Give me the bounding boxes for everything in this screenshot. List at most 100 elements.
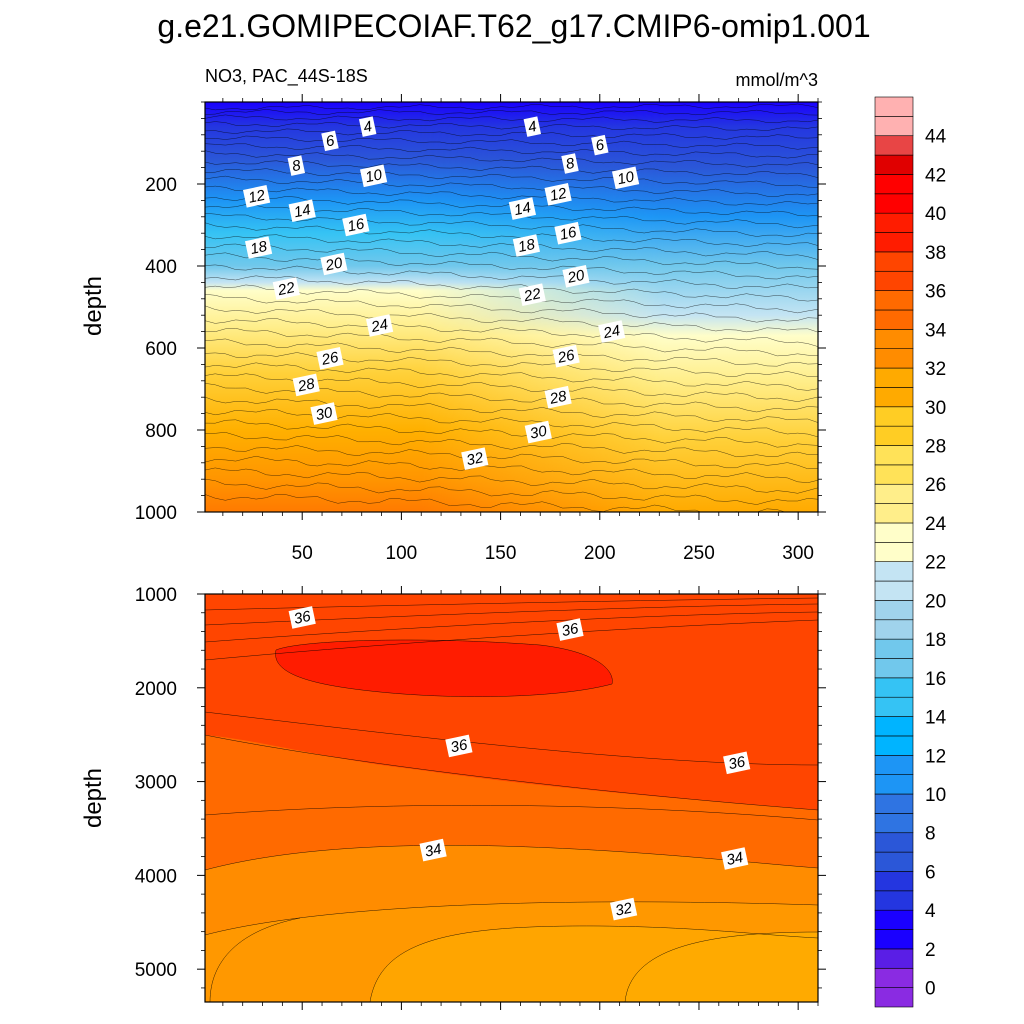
contour-label: 14 — [508, 197, 537, 220]
colorbar-swatch — [874, 851, 914, 872]
lower-contour-line — [205, 805, 818, 821]
contour-label-box — [562, 265, 590, 288]
contour-label: 16 — [342, 213, 370, 237]
contour-label-box — [287, 155, 306, 176]
colorbar-tick-label: 42 — [925, 165, 946, 186]
contour-label-box — [316, 347, 344, 370]
contour-label-text: 14 — [513, 199, 533, 219]
contour-label: 12 — [242, 185, 271, 208]
upper-contour-line — [205, 409, 818, 438]
contour-label-text: 36 — [449, 736, 469, 756]
contour-label: 30 — [310, 402, 338, 425]
contour-label: 22 — [518, 283, 546, 306]
contour-label: 28 — [544, 385, 572, 409]
y-tick-label: 2000 — [135, 679, 177, 700]
contour-label: 18 — [244, 236, 273, 259]
contour-label: 34 — [721, 847, 749, 870]
contour-label-text: 30 — [528, 422, 548, 442]
contour-label: 6 — [591, 134, 609, 156]
colorbar-swatch — [874, 522, 914, 543]
upper-frame — [204, 101, 819, 513]
upper-contour-line — [205, 352, 818, 377]
contour-label: 36 — [445, 734, 473, 758]
contour-label-text: 20 — [565, 267, 586, 287]
upper-contour-line — [205, 467, 818, 494]
x-tick-label: 250 — [683, 543, 715, 564]
colorbar: 0246810121416182022242628303234363840424… — [874, 96, 947, 1008]
upper-contour-line — [205, 328, 818, 357]
contour-label: 16 — [554, 221, 582, 245]
colorbar-swatch — [874, 754, 914, 775]
upper-contour-line — [205, 234, 818, 260]
contour-label: 8 — [287, 155, 306, 176]
colorbar-tick-label: 20 — [925, 591, 946, 612]
contour-label-text: 12 — [247, 187, 267, 207]
contour-label: 8 — [561, 153, 579, 174]
chart-title: g.e21.GOMIPECOIAF.T62_g17.CMIP6-omip1.00… — [157, 8, 870, 44]
upper-contour-line — [205, 222, 818, 247]
y-tick-label: 3000 — [135, 773, 177, 794]
contour-label-box — [320, 252, 348, 276]
y-tick-label: 200 — [145, 175, 177, 196]
colorbar-swatch — [874, 619, 914, 640]
contour-label: 26 — [552, 344, 580, 368]
colorbar-swatch — [874, 832, 914, 853]
y-tick-label: 1000 — [135, 585, 177, 606]
lower-band-38 — [275, 639, 613, 697]
colorbar-swatch — [874, 967, 914, 988]
colorbar-swatch — [874, 464, 914, 485]
colorbar-swatch — [874, 232, 914, 253]
upper-contour-line — [205, 160, 818, 178]
upper-contour-line — [205, 445, 818, 470]
lower-contour-lines — [205, 597, 818, 1002]
upper-contour-line — [205, 168, 818, 188]
contour-label-text: 34 — [725, 849, 745, 869]
contour-label-box — [321, 130, 339, 152]
contour-label-text: 12 — [548, 185, 568, 205]
colorbar-tick-label: 6 — [925, 863, 936, 884]
contour-label-box — [292, 373, 320, 397]
colorbar-swatch — [874, 813, 914, 834]
colorbar-tick-label: 34 — [925, 320, 947, 341]
lower-contour-line — [205, 619, 818, 661]
contour-label-text: 24 — [601, 322, 622, 342]
colorbar-tick-label: 40 — [925, 204, 946, 225]
contour-label-text: 4 — [527, 118, 539, 136]
upper-contour-line — [205, 185, 818, 206]
y-tick-label: 800 — [145, 421, 177, 442]
contour-label-text: 36 — [560, 620, 580, 640]
x-tick-label: 200 — [584, 543, 616, 564]
colorbar-tick-label: 44 — [925, 127, 947, 148]
colorbar-swatch — [874, 96, 914, 117]
colorbar-tick-label: 28 — [925, 437, 946, 458]
colorbar-swatch — [874, 174, 914, 195]
contour-label-box — [561, 153, 579, 174]
contour-label-box — [556, 618, 584, 641]
colorbar-swatch — [874, 542, 914, 562]
contour-label: 32 — [461, 447, 489, 470]
upper-contour-line — [205, 103, 818, 111]
y-tick-label: 600 — [145, 339, 177, 360]
contour-label-box — [358, 116, 377, 137]
colorbar-swatch — [874, 348, 914, 369]
contour-label: 32 — [609, 897, 638, 921]
contour-label-box — [310, 402, 338, 425]
upper-contour-line — [205, 114, 818, 124]
upper-contour-line — [205, 419, 818, 448]
contour-label-text: 18 — [249, 238, 269, 258]
contour-label-box — [288, 606, 316, 629]
contour-label: 18 — [512, 234, 541, 257]
upper-contour-line — [205, 284, 818, 314]
colorbar-tick-label: 14 — [925, 708, 947, 729]
contour-label-box — [508, 197, 537, 220]
colorbar-swatch — [874, 445, 914, 466]
upper-contour-line — [205, 252, 818, 280]
upper-contour-line — [205, 318, 818, 347]
upper-contour-line — [205, 396, 818, 423]
colorbar-swatch — [874, 890, 914, 911]
contour-label: 22 — [272, 277, 300, 300]
contour-label-box — [461, 447, 489, 470]
contour-label-text: 26 — [555, 347, 576, 367]
upper-contour-line — [205, 338, 818, 367]
colorbar-tick-label: 10 — [925, 785, 946, 806]
